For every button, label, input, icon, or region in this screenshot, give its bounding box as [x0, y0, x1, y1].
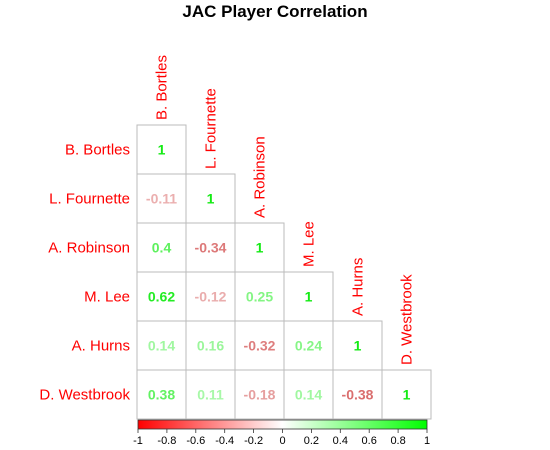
cell-box	[136, 369, 187, 420]
cell-box	[185, 173, 236, 224]
cell-a-robinson-b-bortles: 0.4	[136, 222, 187, 273]
cell-d-westbrook-a-hurns: -0.38	[332, 369, 383, 420]
column-label-a-hurns: A. Hurns	[350, 258, 367, 316]
cell-box	[185, 369, 236, 420]
row-label-m-lee: M. Lee	[84, 289, 130, 306]
colorbar-tick-label: -0.8	[157, 435, 176, 447]
cell-d-westbrook-m-lee: 0.14	[283, 369, 334, 420]
column-label-d-westbrook: D. Westbrook	[399, 274, 416, 365]
cell-value: 1	[403, 387, 411, 403]
cell-l-fournette-b-bortles: -0.11	[136, 173, 187, 224]
row-label-l-fournette: L. Fournette	[49, 191, 130, 208]
colorbar-tick-label: 0.4	[333, 435, 348, 447]
colorbar-tick-label: -1	[133, 435, 143, 447]
cell-box	[185, 271, 236, 322]
cell-value: 0.11	[197, 387, 224, 403]
column-label-l-fournette: L. Fournette	[203, 88, 220, 169]
cell-a-hurns-a-robinson: -0.32	[234, 320, 285, 371]
cell-value: 0.16	[197, 338, 224, 354]
row-labels: B. Bortles L. Fournette A. Robinson M. Lee A…	[39, 142, 130, 404]
cell-value: 0.25	[246, 289, 273, 305]
cell-value: -0.12	[195, 289, 227, 305]
cell-box	[136, 173, 187, 224]
colorbar-gradient	[137, 419, 428, 430]
cell-a-robinson-a-robinson: 1	[234, 222, 285, 273]
cell-m-lee-b-bortles: 0.62	[136, 271, 187, 322]
colorbar-tick-label: 0.8	[390, 435, 405, 447]
column-label-a-robinson: A. Robinson	[252, 136, 269, 218]
cell-box	[283, 369, 334, 420]
cell-value: 0.62	[148, 289, 175, 305]
cell-box	[283, 320, 334, 371]
cell-a-hurns-m-lee: 0.24	[283, 320, 334, 371]
cell-value: 1	[354, 338, 362, 354]
cell-d-westbrook-d-westbrook: 1	[381, 369, 432, 420]
cell-value: 0.14	[295, 387, 322, 403]
cell-value: -0.34	[195, 240, 227, 256]
cell-box	[234, 222, 285, 273]
cell-d-westbrook-l-fournette: 0.11	[185, 369, 236, 420]
cell-value: 0.14	[148, 338, 175, 354]
chart-title: JAC Player Correlation	[182, 2, 367, 21]
cell-box	[332, 369, 383, 420]
cell-value: 1	[158, 142, 166, 158]
cell-m-lee-l-fournette: -0.12	[185, 271, 236, 322]
cell-value: -0.32	[244, 338, 276, 354]
colorbar-tick-label: -0.2	[244, 435, 263, 447]
cell-a-hurns-l-fournette: 0.16	[185, 320, 236, 371]
colorbar-tick-label: 0.6	[362, 435, 377, 447]
cell-a-hurns-b-bortles: 0.14	[136, 320, 187, 371]
row-label-a-robinson: A. Robinson	[48, 240, 130, 257]
cell-box	[234, 369, 285, 420]
row-label-b-bortles: B. Bortles	[65, 142, 130, 159]
cell-value: -0.18	[244, 387, 276, 403]
row-label-d-westbrook: D. Westbrook	[39, 387, 130, 404]
cell-b-bortles-b-bortles: 1	[136, 124, 187, 175]
column-labels: B. Bortles L. Fournette A. Robinson M. Lee A…	[154, 55, 416, 365]
column-label-b-bortles: B. Bortles	[154, 55, 171, 120]
column-label-m-lee: M. Lee	[301, 221, 318, 267]
cell-l-fournette-l-fournette: 1	[185, 173, 236, 224]
colorbar-tick-label: 1	[424, 435, 430, 447]
cell-a-hurns-a-hurns: 1	[332, 320, 383, 371]
cell-m-lee-a-robinson: 0.25	[234, 271, 285, 322]
colorbar: -1 -0.8 -0.6 -0.4 -0.2 0 0.2 0.4 0.6 0.8 1	[133, 419, 430, 447]
cell-value: 0.24	[295, 338, 322, 354]
colorbar-tick-label: 0	[279, 435, 285, 447]
colorbar-tick-label: -0.6	[186, 435, 205, 447]
cell-box	[283, 271, 334, 322]
cell-box	[381, 369, 432, 420]
cell-value: -0.38	[342, 387, 374, 403]
cell-box	[185, 320, 236, 371]
matrix-cells: 1 -0.11 1 0.4 -0.34 1 0.62 -0.12 0.25 1 0.14 0.16 -0…	[136, 124, 432, 420]
cell-a-robinson-l-fournette: -0.34	[185, 222, 236, 273]
cell-value: 1	[207, 191, 215, 207]
cell-d-westbrook-a-robinson: -0.18	[234, 369, 285, 420]
cell-box	[136, 124, 187, 175]
colorbar-tick-label: -0.4	[215, 435, 234, 447]
colorbar-tick-label: 0.2	[304, 435, 319, 447]
cell-value: 1	[305, 289, 313, 305]
cell-value: 0.4	[152, 240, 172, 256]
cell-m-lee-m-lee: 1	[283, 271, 334, 322]
row-label-a-hurns: A. Hurns	[72, 338, 130, 355]
cell-value: -0.11	[146, 191, 177, 207]
cell-value: 1	[256, 240, 264, 256]
cell-value: 0.38	[148, 387, 175, 403]
cell-d-westbrook-b-bortles: 0.38	[136, 369, 187, 420]
